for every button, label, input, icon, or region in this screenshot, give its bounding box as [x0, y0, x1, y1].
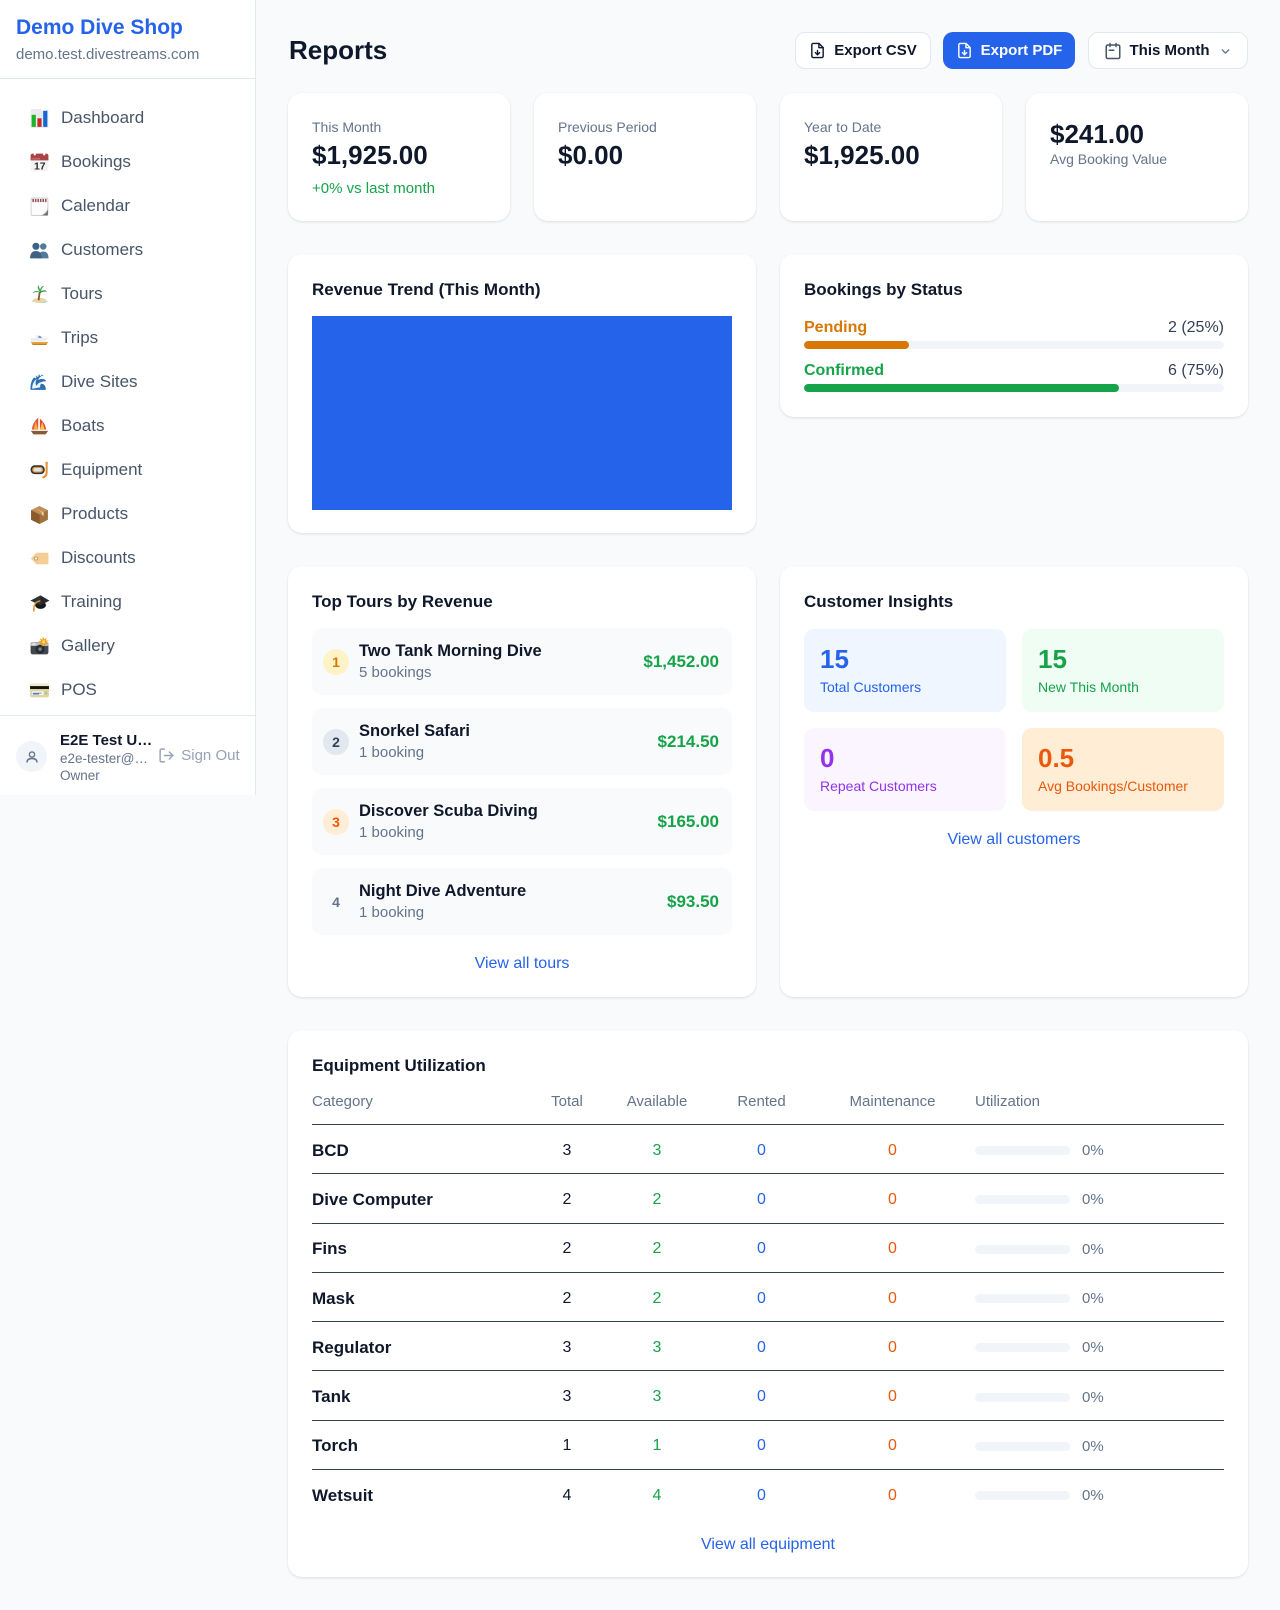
svg-text:17: 17: [34, 160, 46, 172]
